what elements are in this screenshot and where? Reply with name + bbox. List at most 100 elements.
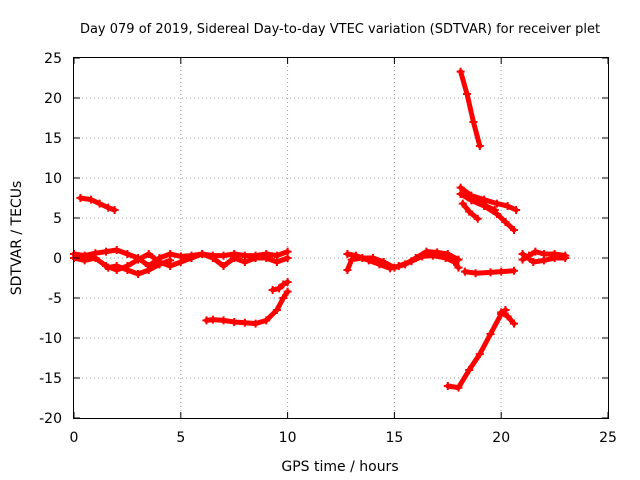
series-track-o <box>458 199 482 223</box>
series-track-q <box>443 306 510 392</box>
series-track-m <box>456 183 521 214</box>
data-point <box>460 267 469 276</box>
plot-frame <box>73 57 609 419</box>
y-tick-labels: -20 -15 -10 -5 0 5 10 15 20 25 <box>39 51 62 427</box>
data-point <box>454 263 463 272</box>
data-point <box>208 254 217 262</box>
data-point <box>375 260 384 269</box>
data-point <box>343 250 352 258</box>
x-tick-label: 25 <box>599 430 617 446</box>
data-point <box>486 268 495 277</box>
series-track-r <box>497 308 519 328</box>
y-tick-label: 25 <box>44 51 62 67</box>
data-point <box>454 383 463 392</box>
data-point <box>490 206 499 214</box>
data-point <box>279 294 288 302</box>
data-point <box>482 202 491 210</box>
data-point <box>394 262 403 270</box>
y-tick-label: 15 <box>44 131 62 147</box>
series-line <box>458 69 483 149</box>
data-point <box>283 287 292 296</box>
data-point <box>272 306 281 314</box>
data-point <box>134 270 143 278</box>
data-point <box>198 250 207 258</box>
series-track-i <box>460 266 519 278</box>
data-point <box>268 286 277 294</box>
data-point <box>144 266 153 274</box>
series-track-k <box>518 250 570 266</box>
data-point <box>454 255 463 264</box>
data-point <box>166 256 175 265</box>
data-point <box>104 263 113 272</box>
x-tick-label: 5 <box>176 430 185 446</box>
x-tick-label: 20 <box>492 430 510 446</box>
data-point <box>510 319 519 328</box>
series-layer <box>70 67 570 392</box>
data-point <box>144 250 153 258</box>
data-point <box>456 190 465 198</box>
data-point <box>473 214 482 223</box>
data-point <box>187 254 196 262</box>
grid <box>74 58 608 418</box>
data-point <box>176 258 185 266</box>
data-point <box>240 258 249 266</box>
data-point <box>219 262 228 270</box>
data-point <box>456 67 465 76</box>
data-point <box>123 266 132 274</box>
data-point <box>112 246 121 254</box>
data-point <box>407 257 416 266</box>
x-axis-label: GPS time / hours <box>281 459 398 475</box>
data-point <box>503 312 512 321</box>
data-point <box>112 262 121 270</box>
y-tick-label: 0 <box>53 251 62 267</box>
data-point <box>95 199 104 208</box>
x-tick-label: 15 <box>385 430 403 446</box>
data-point <box>471 269 480 278</box>
data-point <box>279 280 288 289</box>
x-tick-label: 10 <box>279 430 297 446</box>
data-point <box>497 308 506 317</box>
y-tick-label: 20 <box>44 91 62 107</box>
data-point <box>123 250 132 258</box>
data-point <box>463 90 472 98</box>
data-point <box>531 247 540 256</box>
data-point <box>262 316 271 325</box>
x-tick-labels: 0 5 10 15 20 25 <box>70 430 617 446</box>
data-point <box>275 284 284 293</box>
y-tick-label: -20 <box>39 411 62 427</box>
data-point <box>510 226 519 234</box>
data-point <box>441 254 450 262</box>
data-point <box>475 196 484 205</box>
series-track-p <box>475 196 499 214</box>
data-point <box>283 254 292 262</box>
y-axis-label: SDTVAR / TECUs <box>9 181 25 296</box>
data-point <box>467 196 476 205</box>
data-point <box>518 250 527 258</box>
data-point <box>501 218 510 226</box>
data-point <box>492 199 501 208</box>
data-point <box>155 260 164 269</box>
series-track-f <box>268 278 292 294</box>
data-point <box>87 195 96 204</box>
data-point <box>219 251 228 260</box>
data-point <box>458 199 467 208</box>
data-point <box>80 256 89 265</box>
data-point <box>219 316 228 325</box>
data-point <box>76 194 85 202</box>
series-track-l <box>456 67 484 150</box>
data-point <box>465 366 474 374</box>
data-point <box>272 258 281 266</box>
data-point <box>529 258 538 266</box>
data-point <box>512 206 521 214</box>
data-point <box>561 254 570 262</box>
data-point <box>91 254 100 262</box>
data-point <box>343 266 352 274</box>
data-point <box>443 382 452 390</box>
series-track-h <box>343 250 463 273</box>
data-point <box>428 251 437 260</box>
data-point <box>208 315 217 324</box>
ticks <box>73 57 609 419</box>
x-tick-label: 0 <box>70 430 79 446</box>
data-point <box>386 264 395 273</box>
